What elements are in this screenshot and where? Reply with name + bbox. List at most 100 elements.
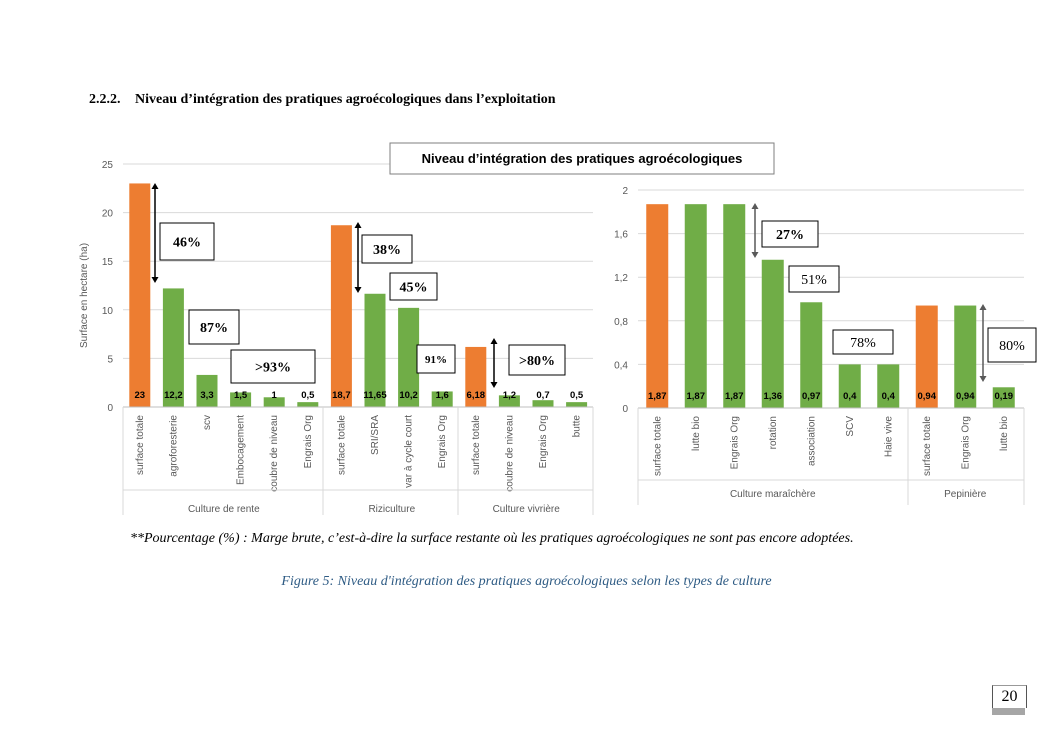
chart1-category-label: Engrais Org: [437, 415, 448, 468]
chart1-bar: [162, 288, 184, 407]
section-title: Niveau d’intégration des pratiques agroé…: [135, 92, 556, 107]
chart2-category-label: Engrais Org: [729, 416, 740, 469]
chart1-percentage-label: >93%: [255, 360, 291, 375]
section-heading: 2.2.2. Niveau d’intégration des pratiques…: [89, 92, 789, 108]
chart1-bar: [398, 307, 420, 407]
chart1-y-tick-label: 5: [107, 354, 113, 365]
chart2-bar: [877, 364, 900, 408]
chart1-data-label: 1: [272, 390, 278, 401]
chart1-percentage-box: [361, 234, 413, 264]
chart1-group-label: Riziculture: [368, 504, 415, 515]
chart2-y-tick-label: 1,2: [614, 273, 628, 284]
chart1-percentage-label: 46%: [173, 235, 201, 250]
chart1-data-label: 0,5: [570, 390, 584, 401]
chart1-gap-arrow-head-top: [151, 183, 159, 189]
chart1-bar: [364, 293, 386, 407]
chart2-y-tick-label: 2: [622, 186, 628, 197]
chart1-group-label: Culture vivrière: [493, 504, 561, 515]
chart2-percentage-box: [832, 329, 894, 355]
chart1-data-label: 12,2: [164, 390, 183, 401]
chart1-data-label: 1,6: [436, 390, 449, 401]
chart1-y-tick-label: 10: [102, 306, 114, 317]
chart1-data-label: 0,5: [301, 390, 315, 401]
figure-caption: Figure 5: Niveau d'intégration des prati…: [281, 574, 772, 589]
chart1-bar: [297, 402, 319, 407]
chart2-data-label: 0,94: [956, 391, 975, 402]
chart2-category-label: surface totale: [922, 416, 933, 476]
chart1-bar: [230, 392, 252, 407]
chart2-bar: [646, 204, 669, 408]
chart1-category-label: var à cycle court: [404, 415, 415, 488]
chart1-gap-arrow: [354, 222, 362, 293]
chart1-category-label: surface totale: [471, 415, 482, 475]
chart1-gap-arrow: [490, 338, 498, 388]
chart1-percentage-label: 87%: [200, 321, 228, 336]
chart1-gap-arrow-head-bottom: [490, 382, 498, 388]
chart1-bar: [196, 374, 218, 407]
chart1-data-label: 10,2: [399, 390, 418, 401]
chart1-y-tick-label: 25: [102, 160, 114, 171]
chart2-bar: [915, 305, 938, 408]
chart2-gap-arrow-head-bottom: [751, 252, 759, 258]
chart2-percentage-box: [788, 265, 840, 293]
chart2-category-label: Engrais Org: [960, 416, 971, 469]
chart2-bar: [761, 259, 784, 408]
chart1-category-label: surface totale: [336, 415, 347, 475]
chart1-data-label: 23: [135, 390, 146, 401]
chart2-percentage-label: 27%: [776, 228, 804, 243]
chart2-bar: [838, 364, 861, 408]
chart1-data-label: 3,3: [200, 390, 213, 401]
chart2-category-label: Haie vive: [883, 416, 894, 458]
chart2-percentage-label: 78%: [850, 336, 876, 351]
chart1-category-label: butte: [572, 415, 583, 438]
chart2-gap-arrow-head-top: [979, 304, 987, 310]
chart1-data-label: 1,2: [503, 390, 516, 401]
chart2-y-tick-label: 0,4: [614, 360, 628, 371]
chart1-data-label: 1,5: [234, 390, 248, 401]
chart1-bar: [431, 391, 453, 407]
chart1-category-label: SRI/SRA: [370, 415, 381, 455]
chart1-bar: [330, 225, 352, 407]
chart2-category-label: association: [806, 416, 817, 466]
page-number-bar: [992, 708, 1025, 715]
chart2-bar: [954, 305, 977, 408]
chart2-gap-arrow: [979, 304, 987, 382]
chart1-percentage-label: 91%: [425, 354, 447, 366]
section-number: 2.2.2.: [89, 92, 121, 107]
chart1-percentage-box: [159, 222, 215, 261]
chart1-percentage-box: [508, 344, 566, 376]
chart2-data-label: 1,87: [687, 391, 706, 402]
chart1-percentage-box: [188, 309, 240, 345]
chart1-data-label: 0,7: [536, 390, 549, 401]
chart1-bar: [465, 346, 487, 407]
chart1-percentage-box: [230, 349, 316, 384]
chart1-category-label: coubre de niveau: [504, 415, 515, 492]
chart1-category-label: coubre de niveau: [269, 415, 280, 492]
chart1-bar: [532, 400, 554, 407]
chart1-bar: [263, 397, 285, 407]
chart2-data-label: 1,87: [725, 391, 744, 402]
percentage-note: **Pourcentage (%) : Marge brute, c’est-à…: [130, 531, 854, 546]
chart1-y-axis-label: Surface en hectare (ha): [79, 243, 90, 348]
chart2-gap-arrow: [751, 203, 759, 258]
chart1-gap-arrow-head-top: [490, 338, 498, 344]
chart2-bar: [684, 204, 707, 408]
chart1-percentage-label: 38%: [373, 243, 401, 258]
chart1-group-label: Culture de rente: [188, 504, 260, 515]
chart1-bar: [566, 402, 588, 407]
chart2-category-label: lutte bio: [691, 416, 702, 451]
chart1-category-label: Engrais Org: [538, 415, 549, 468]
chart1-data-label: 11,65: [363, 390, 387, 401]
chart2-category-label: lutte bio: [999, 416, 1010, 451]
chart1-title-box: [389, 142, 775, 175]
chart2-category-label: SCV: [845, 416, 856, 437]
chart2-y-tick-label: 0: [622, 404, 628, 415]
chart2-gap-arrow-head-bottom: [979, 376, 987, 382]
chart2-percentage-label: 80%: [999, 339, 1025, 354]
chart1-percentage-label: 45%: [400, 280, 428, 295]
chart1-title: Niveau d’intégration des pratiques agroé…: [422, 151, 743, 166]
chart1-category-label: agroforesterie: [168, 415, 179, 477]
chart1-gap-arrow-head-bottom: [151, 277, 159, 283]
chart1-gap-arrow-head-bottom: [354, 287, 362, 293]
chart1-percentage-box: [389, 272, 438, 301]
